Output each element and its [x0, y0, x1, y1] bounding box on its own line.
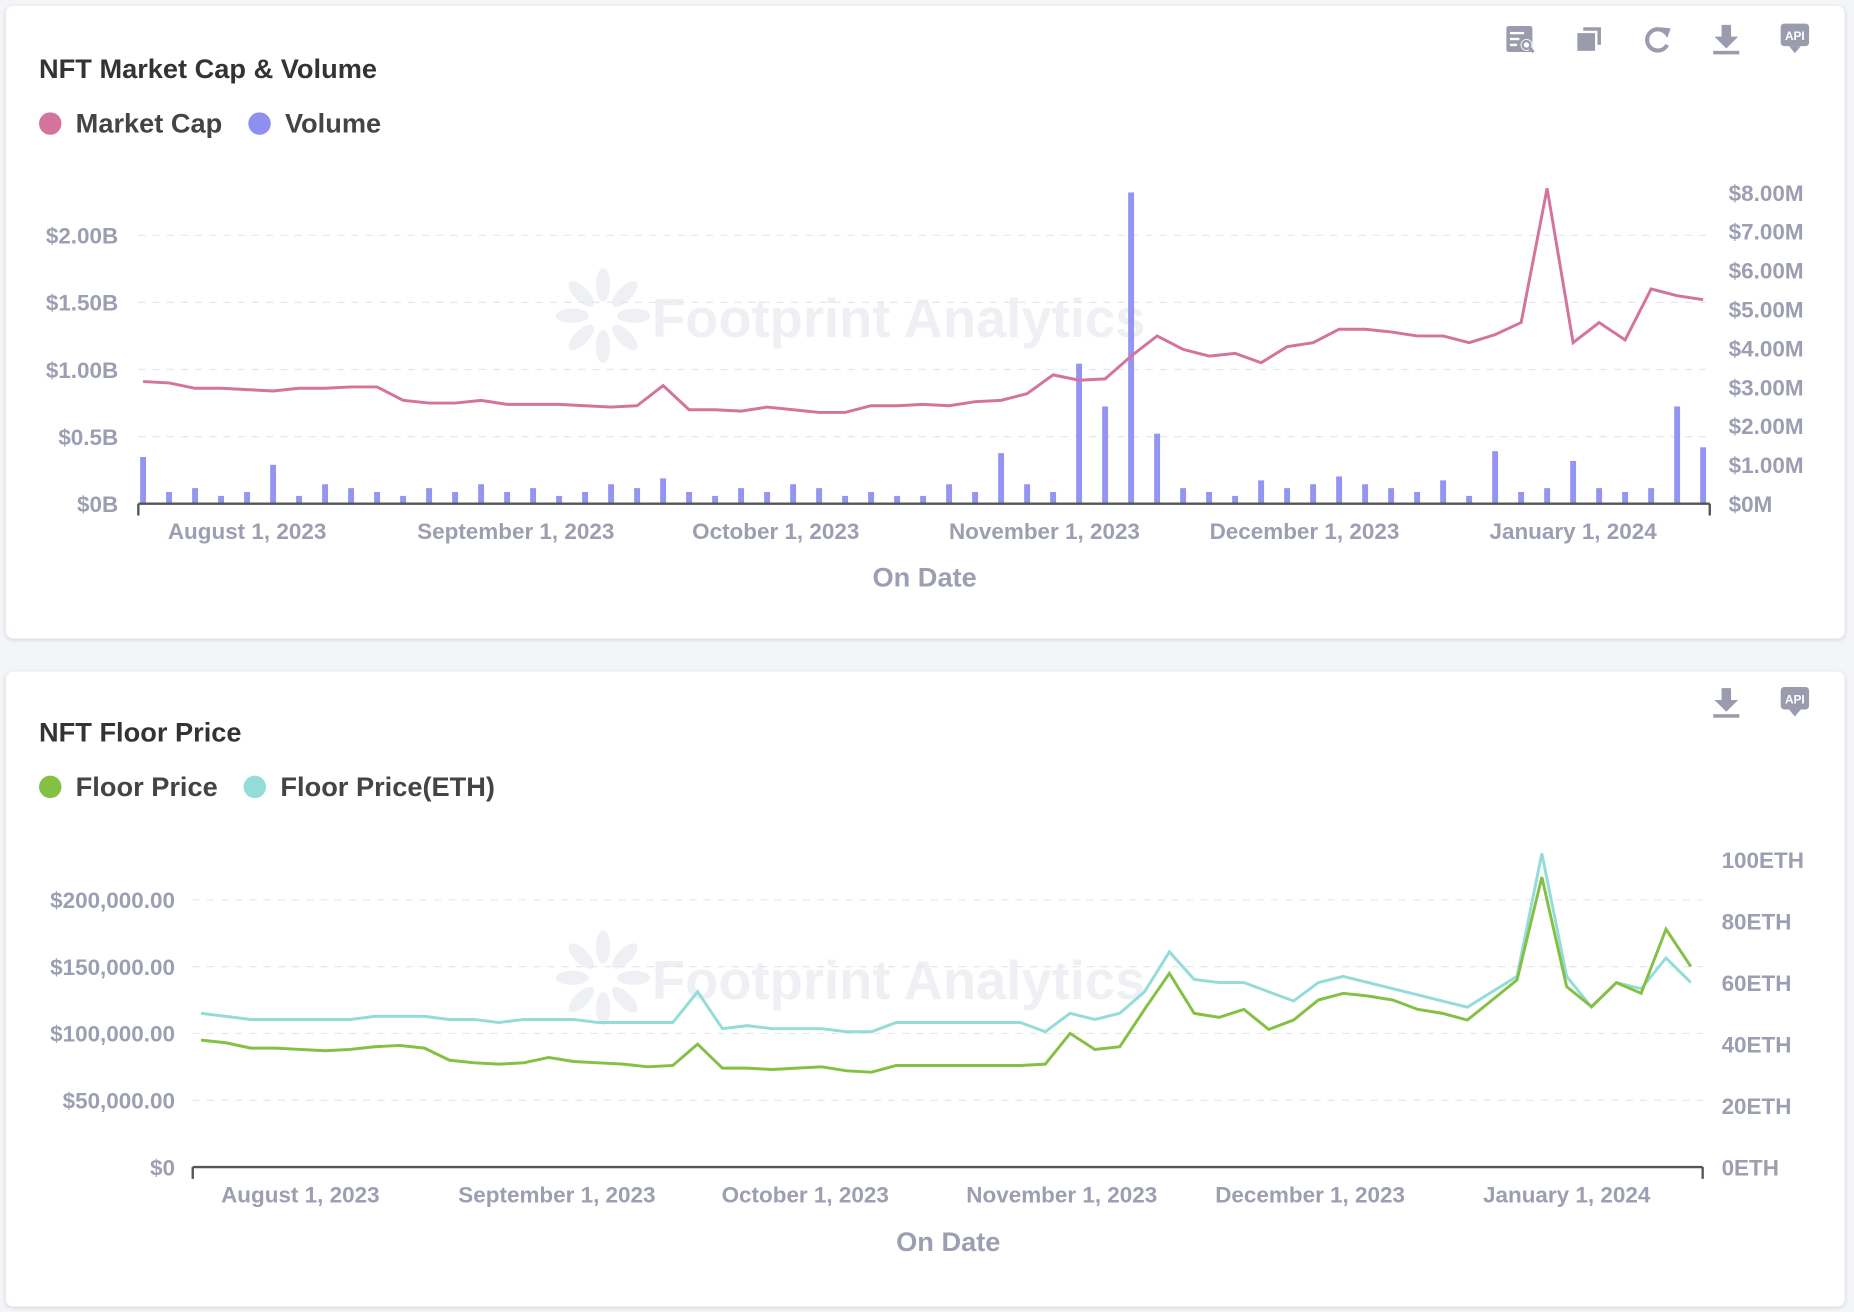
legend-item-volume[interactable]: Volume [248, 108, 381, 140]
legend-label: Market Cap [75, 107, 223, 139]
legend: Market Cap Volume [39, 108, 381, 140]
floor-price-dot-icon [39, 775, 62, 799]
table-search-icon[interactable] [1504, 22, 1537, 55]
legend-label: Floor Price [75, 770, 218, 802]
legend-label: Floor Price(ETH) [280, 770, 495, 802]
toolbar: API [1504, 22, 1811, 55]
legend-item-market-cap[interactable]: Market Cap [39, 108, 222, 140]
floor-price-card: NFT Floor Price Floor Price Floor Price(… [5, 671, 1845, 1307]
market-cap-dot-icon [39, 112, 62, 135]
api-label: API [1785, 693, 1805, 707]
legend-item-floor-price[interactable]: Floor Price [39, 771, 218, 803]
legend: Floor Price Floor Price(ETH) [39, 771, 495, 803]
market-cap-volume-card: NFT Market Cap & Volume Market Cap Volum… [5, 5, 1845, 639]
duplicate-icon[interactable] [1573, 22, 1606, 55]
api-icon[interactable]: API [1778, 686, 1811, 719]
volume-dot-icon [248, 112, 271, 135]
api-label: API [1785, 29, 1805, 43]
legend-label: Volume [284, 107, 382, 139]
download-icon[interactable] [1710, 22, 1743, 55]
toolbar: API [1710, 686, 1812, 719]
chart-title: NFT Floor Price [39, 716, 242, 748]
chart-title: NFT Market Cap & Volume [39, 53, 378, 84]
api-icon[interactable]: API [1778, 22, 1811, 55]
floor-price-eth-dot-icon [243, 775, 267, 799]
legend-item-floor-price-eth[interactable]: Floor Price(ETH) [243, 770, 495, 803]
refresh-icon[interactable] [1641, 22, 1674, 55]
download-icon[interactable] [1710, 686, 1743, 719]
